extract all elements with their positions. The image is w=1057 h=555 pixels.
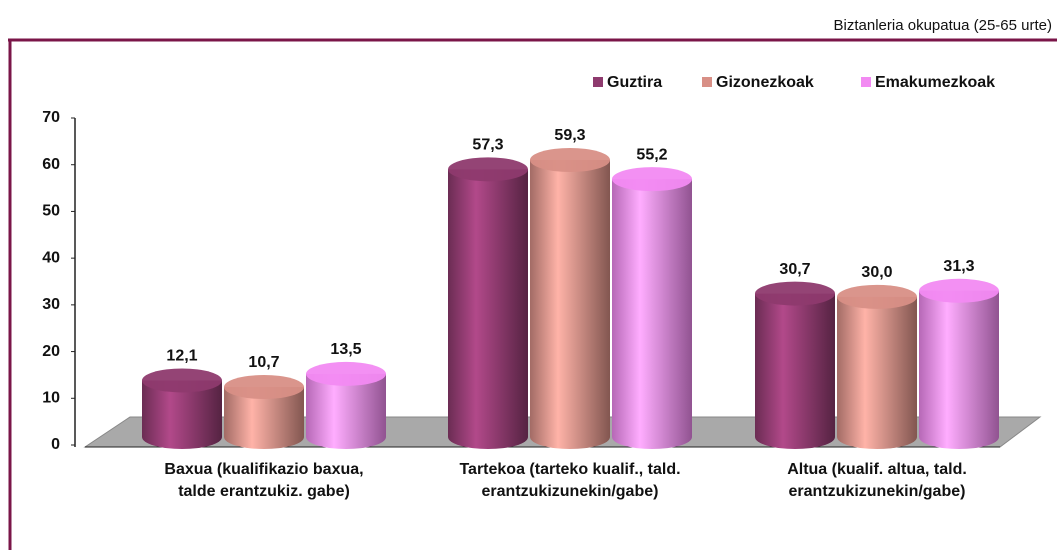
- y-tick-label: 10: [42, 390, 60, 407]
- bar: [837, 284, 917, 449]
- bar: [224, 375, 304, 449]
- bar-top: [755, 281, 835, 306]
- bar: [755, 281, 835, 449]
- bar-body: [755, 293, 835, 449]
- value-label: 55,2: [636, 146, 667, 163]
- bar-top: [919, 278, 999, 303]
- bar-body: [612, 179, 692, 449]
- x-tick-label: Baxua (kualifikazio baxua,: [164, 461, 363, 478]
- bar-top: [612, 167, 692, 192]
- bar-top: [837, 284, 917, 309]
- x-tick-label: Altua (kualif. altua, tald.: [787, 461, 967, 478]
- y-tick-label: 70: [42, 109, 60, 126]
- bar: [530, 147, 610, 449]
- legend-label: Emakumezkoak: [875, 74, 995, 91]
- bar: [448, 157, 528, 449]
- bar-body: [306, 373, 386, 449]
- value-label: 12,1: [166, 348, 197, 365]
- value-label: 59,3: [554, 127, 585, 144]
- value-label: 10,7: [248, 354, 279, 371]
- value-label: 31,3: [943, 258, 974, 275]
- bar-top: [306, 361, 386, 386]
- bar: [142, 368, 222, 449]
- y-tick-label: 20: [42, 343, 60, 360]
- bar-body: [224, 387, 304, 449]
- legend-swatch: [861, 77, 871, 87]
- value-label: 13,5: [330, 341, 361, 358]
- subtitle: Biztanleria okupatua (25-65 urte): [834, 17, 1052, 34]
- bar-body: [530, 159, 610, 449]
- bar-top: [224, 375, 304, 400]
- legend-label: Gizonezkoak: [716, 74, 814, 91]
- bar-top: [142, 368, 222, 393]
- bar-body: [142, 380, 222, 449]
- y-tick-label: 30: [42, 296, 60, 313]
- bar-top: [530, 147, 610, 172]
- value-label: 30,0: [861, 264, 892, 281]
- bar: [612, 167, 692, 449]
- bar-body: [448, 169, 528, 449]
- legend-swatch: [702, 77, 712, 87]
- value-label: 57,3: [472, 137, 503, 154]
- x-tick-label: Tartekoa (tarteko kualif., tald.: [459, 461, 680, 478]
- legend-label: Guztira: [607, 74, 662, 91]
- y-tick-label: 60: [42, 156, 60, 173]
- bar: [919, 278, 999, 449]
- bar-top: [448, 157, 528, 182]
- y-tick-label: 0: [51, 436, 60, 453]
- bar-body: [919, 290, 999, 449]
- bar: [306, 361, 386, 449]
- bar-body: [837, 296, 917, 449]
- x-tick-label: erantzukizunekin/gabe): [482, 483, 659, 500]
- y-tick-label: 40: [42, 249, 60, 266]
- value-label: 30,7: [779, 261, 810, 278]
- x-tick-label: erantzukizunekin/gabe): [789, 483, 966, 500]
- y-tick-label: 50: [42, 203, 60, 220]
- x-tick-label: talde erantzukiz. gabe): [178, 483, 350, 500]
- legend-swatch: [593, 77, 603, 87]
